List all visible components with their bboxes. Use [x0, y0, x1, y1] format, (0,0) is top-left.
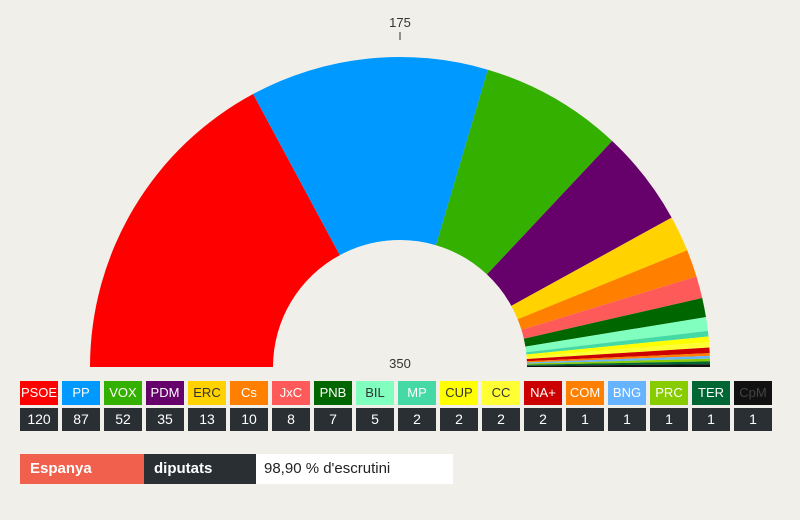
seat-slice-cpm — [526, 364, 710, 367]
party-abbr: PDM — [146, 381, 184, 405]
party-abbr: PRC — [650, 381, 688, 405]
party-seats: 8 — [272, 408, 310, 431]
party-abbr: CC — [482, 381, 520, 405]
seat-slice-mp — [526, 330, 709, 355]
party-abbr: BNG — [608, 381, 646, 405]
party-abbr: COM — [566, 381, 604, 405]
party-psoe[interactable]: PSOE 120 — [20, 381, 58, 431]
party-seats: 13 — [188, 408, 226, 431]
party-pp[interactable]: PP 87 — [62, 381, 100, 431]
party-abbr: CpM — [734, 381, 772, 405]
party-seats: 1 — [734, 408, 772, 431]
party-seats: 1 — [566, 408, 604, 431]
party-abbr: BIL — [356, 381, 394, 405]
party-seats: 7 — [314, 408, 352, 431]
party-abbr: PNB — [314, 381, 352, 405]
seat-slice-pdm — [486, 141, 672, 306]
party-pnb[interactable]: PNB 7 — [314, 381, 352, 431]
party-seats: 5 — [356, 408, 394, 431]
party-seats: 87 — [62, 408, 100, 431]
party-seats: 10 — [230, 408, 268, 431]
seat-slice-vox — [435, 69, 613, 275]
party-cup[interactable]: CUP 2 — [440, 381, 478, 431]
party-abbr: TER — [692, 381, 730, 405]
party-seats: 35 — [146, 408, 184, 431]
party-seats: 52 — [104, 408, 142, 431]
party-erc[interactable]: ERC 13 — [188, 381, 226, 431]
footer-bar: Espanya diputats 98,90 % d'escrutini — [20, 454, 453, 484]
seat-slice-bil — [525, 317, 708, 353]
seat-slice-cup — [526, 336, 709, 357]
party-seats: 2 — [440, 408, 478, 431]
party-jxc[interactable]: JxC 8 — [272, 381, 310, 431]
party-prc[interactable]: PRC 1 — [650, 381, 688, 431]
party-seats: 2 — [482, 408, 520, 431]
party-seats: 2 — [398, 408, 436, 431]
party-vox[interactable]: VOX 52 — [104, 381, 142, 431]
party-legend: PSOE 120 PP 87 VOX 52 PDM 35 ERC 13 Cs 10 JxC 8 PNB 7 BI… — [20, 381, 772, 431]
party-seats: 120 — [20, 408, 58, 431]
party-seats: 2 — [524, 408, 562, 431]
region-tab[interactable]: Espanya — [20, 454, 144, 484]
seat-slice-bng — [526, 355, 710, 364]
party-abbr: ERC — [188, 381, 226, 405]
party-na[interactable]: NA+ 2 — [524, 381, 562, 431]
party-cpm[interactable]: CpM 1 — [734, 381, 772, 431]
party-abbr: NA+ — [524, 381, 562, 405]
party-bng[interactable]: BNG 1 — [608, 381, 646, 431]
party-seats: 1 — [608, 408, 646, 431]
party-com[interactable]: COM 1 — [566, 381, 604, 431]
seat-slice-com — [526, 353, 710, 363]
party-abbr: VOX — [104, 381, 142, 405]
party-abbr: CUP — [440, 381, 478, 405]
party-ter[interactable]: TER 1 — [692, 381, 730, 431]
majority-label: 175 — [389, 15, 411, 30]
seat-slice-psoe — [90, 94, 340, 368]
party-abbr: PSOE — [20, 381, 58, 405]
party-seats: 1 — [650, 408, 688, 431]
party-abbr: MP — [398, 381, 436, 405]
seat-slice-pp — [253, 57, 488, 256]
seat-slice-cs — [517, 250, 697, 330]
party-abbr: Cs — [230, 381, 268, 405]
seat-slice-cc — [526, 341, 710, 360]
party-cs[interactable]: Cs 10 — [230, 381, 268, 431]
scrutiny-status: 98,90 % d'escrutini — [256, 454, 453, 484]
party-mp[interactable]: MP 2 — [398, 381, 436, 431]
party-abbr: JxC — [272, 381, 310, 405]
parliament-chart: 175 350 — [90, 15, 710, 371]
party-pdm[interactable]: PDM 35 — [146, 381, 184, 431]
seat-slice-na — [526, 347, 710, 362]
party-bil[interactable]: BIL 5 — [356, 381, 394, 431]
party-cc[interactable]: CC 2 — [482, 381, 520, 431]
metric-tab[interactable]: diputats — [144, 454, 256, 484]
total-label: 350 — [389, 356, 411, 371]
seat-slices — [90, 57, 710, 368]
party-seats: 1 — [692, 408, 730, 431]
seat-slice-jxc — [521, 276, 703, 339]
seat-slice-prc — [526, 358, 710, 365]
party-abbr: PP — [62, 381, 100, 405]
seat-slice-pnb — [523, 298, 706, 347]
seat-slice-erc — [511, 217, 688, 320]
seat-slice-ter — [526, 361, 710, 366]
